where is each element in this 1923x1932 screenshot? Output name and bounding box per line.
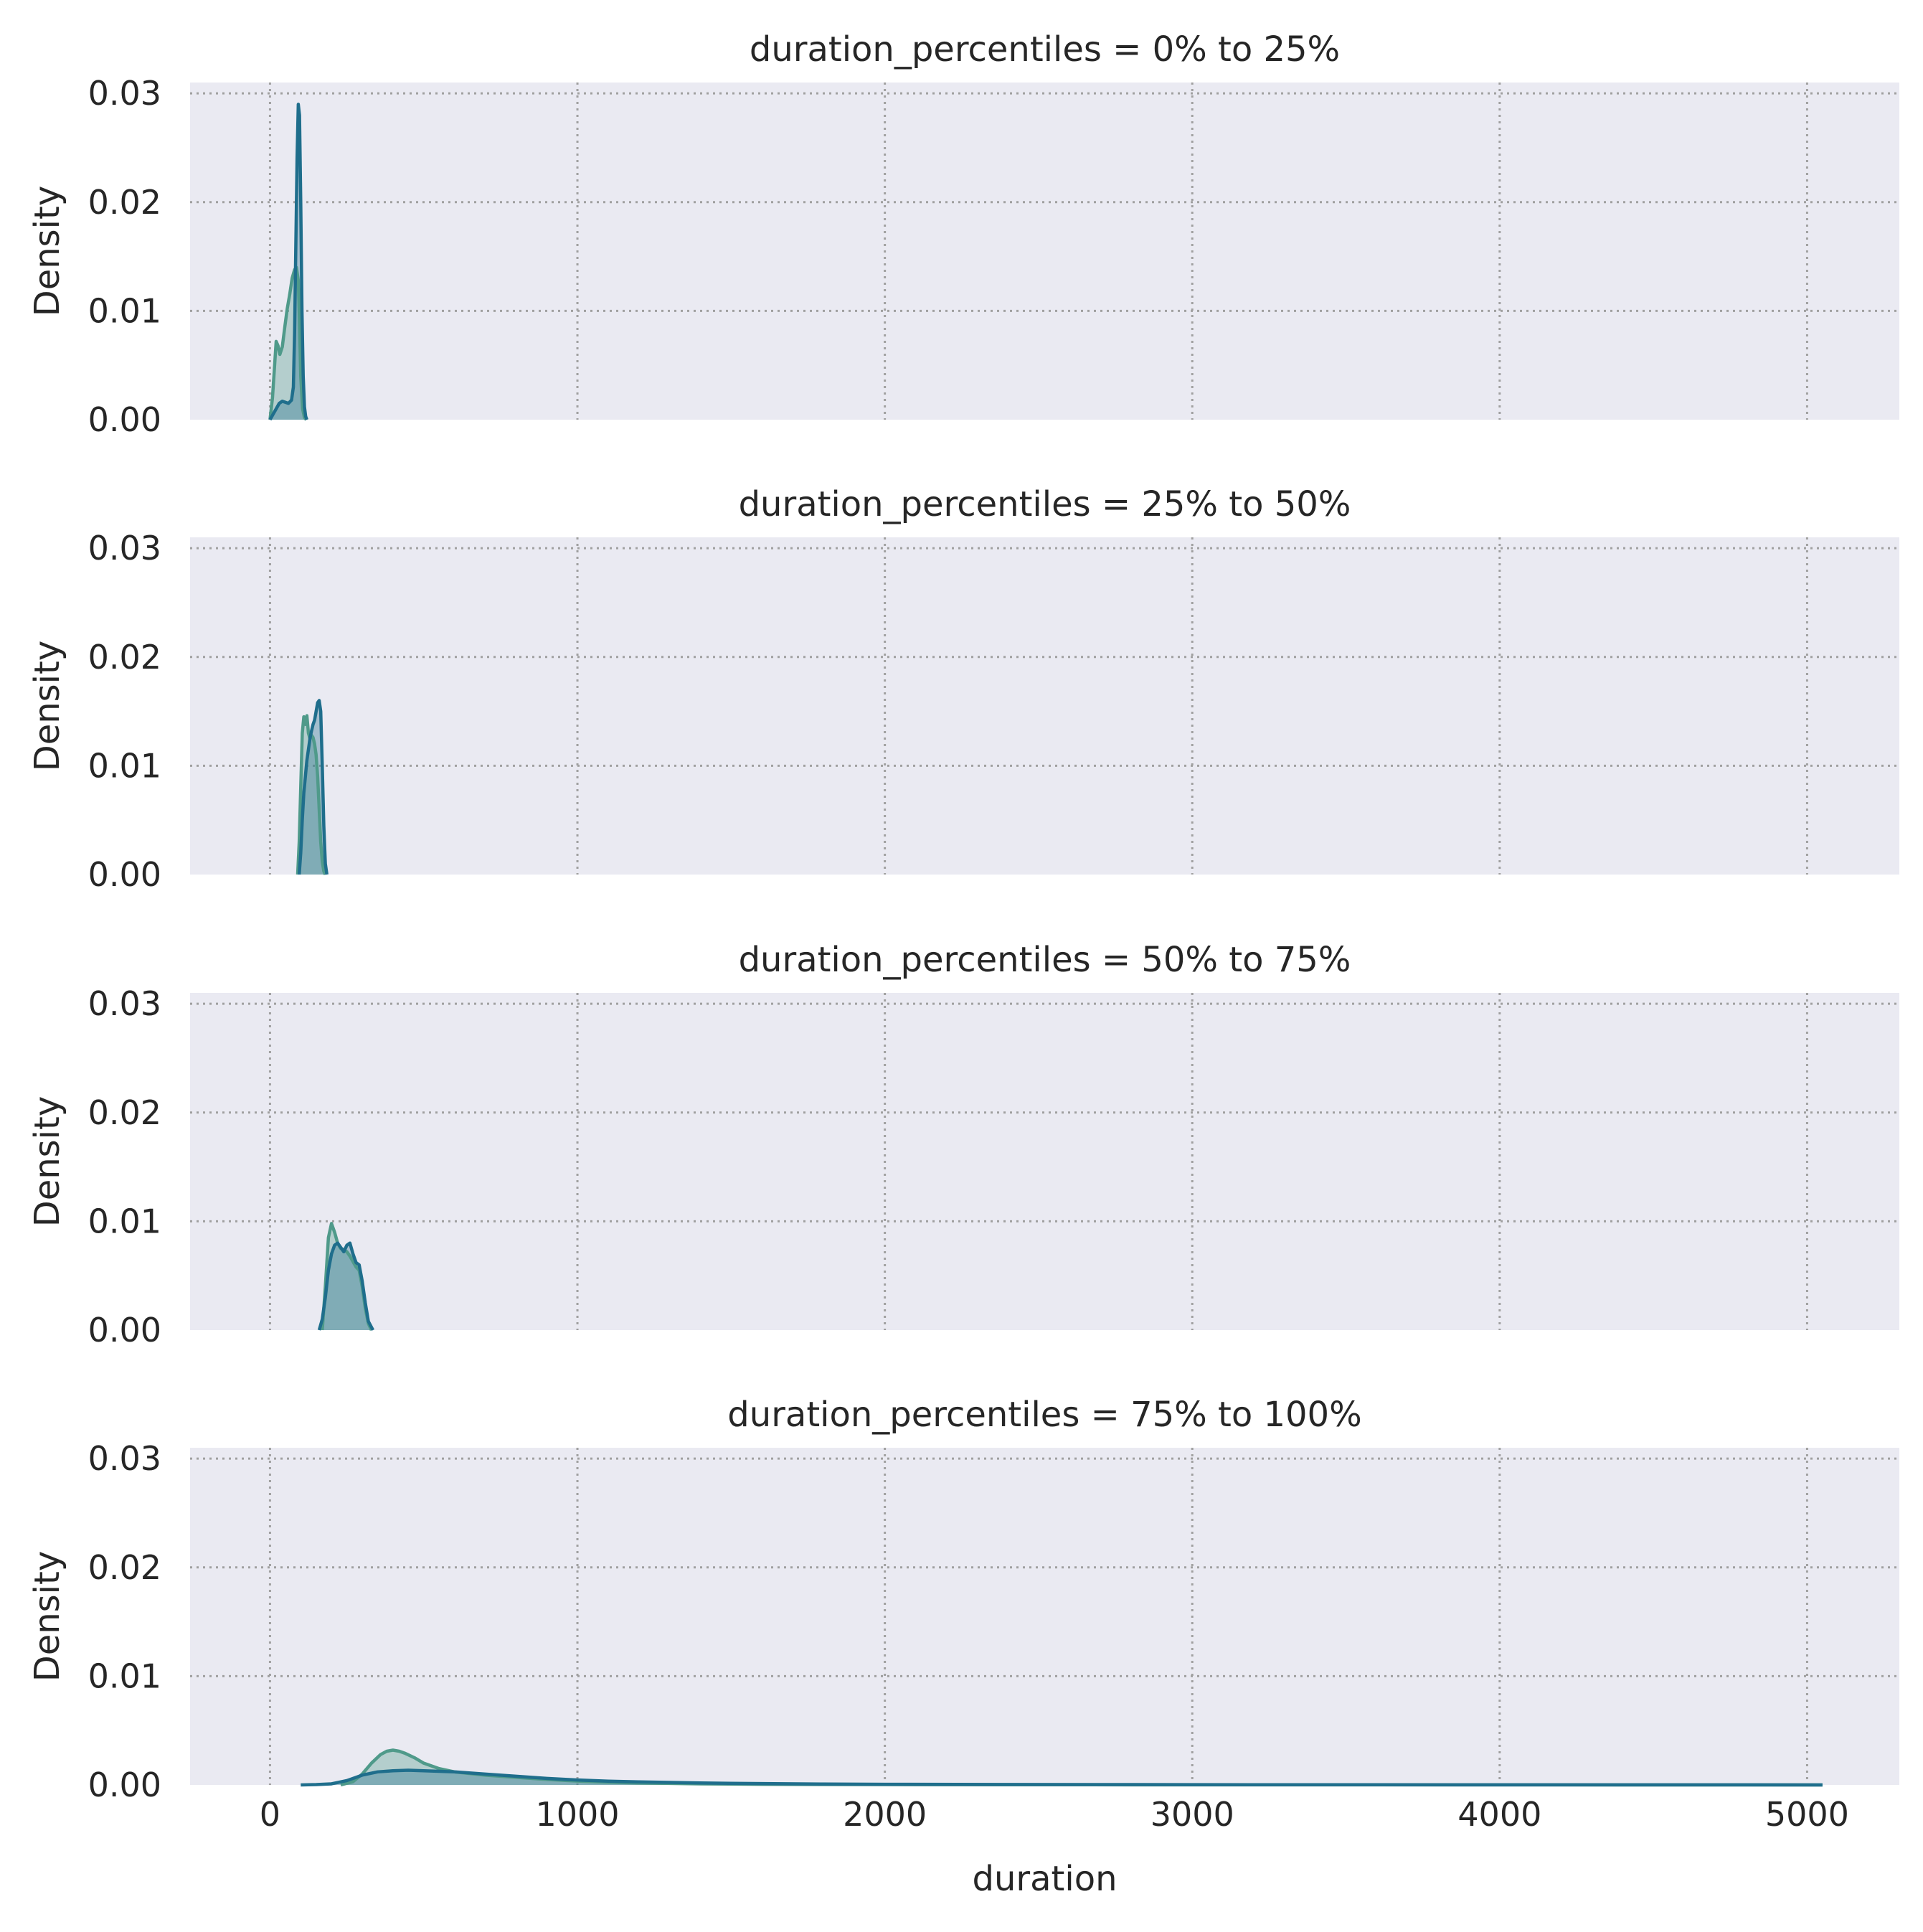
panel-title: duration_percentiles = 50% to 75% [739, 940, 1351, 980]
y-tick-label: 0.02 [88, 1093, 161, 1132]
x-tick-label: 4000 [1457, 1795, 1541, 1834]
kde-fill-series-2 [319, 1243, 374, 1330]
y-tick-label: 0.01 [88, 1657, 161, 1695]
y-tick-label: 0.02 [88, 183, 161, 222]
facet-panel-3: duration_percentiles = 50% to 75% 0.00 0.0… [27, 940, 1899, 1349]
y-tick-label: 0.02 [88, 1548, 161, 1587]
panel-title: duration_percentiles = 25% to 50% [739, 484, 1351, 524]
y-tick-label: 0.01 [88, 291, 161, 330]
plot-background [190, 537, 1899, 875]
x-tick-label: 2000 [843, 1795, 927, 1834]
y-tick-label: 0.03 [88, 1439, 161, 1478]
y-axis-label: Density [27, 186, 67, 316]
facet-panel-2: duration_percentiles = 25% to 50% 0.00 0.0… [27, 484, 1899, 894]
x-tick-label: 5000 [1765, 1795, 1849, 1834]
facet-panel-1: duration_percentiles = 0% to 25% 0.00 0.01… [27, 29, 1899, 439]
y-tick-label: 0.00 [88, 855, 161, 894]
kde-line-series-2 [301, 1768, 1823, 1787]
y-tick-label: 0.03 [88, 529, 161, 567]
kde-fill-series-1 [270, 267, 307, 420]
y-axis-label: Density [27, 1551, 67, 1682]
kde-fill-series-2 [301, 1770, 1823, 1785]
kde-line-series-2 [297, 699, 329, 875]
y-tick-label: 0.00 [88, 1766, 161, 1804]
x-axis-label: duration [973, 1859, 1118, 1899]
kde-line-series-2 [268, 103, 308, 421]
panel-title: duration_percentiles = 75% to 100% [727, 1395, 1361, 1435]
kde-fill-series-1 [341, 1750, 1823, 1785]
plot-background [190, 993, 1899, 1330]
panel-title: duration_percentiles = 0% to 25% [750, 29, 1340, 70]
y-tick-label: 0.03 [88, 74, 161, 113]
y-tick-label: 0.00 [88, 1311, 161, 1349]
plot-background [190, 83, 1899, 420]
x-tick-label: 3000 [1151, 1795, 1234, 1834]
facet-panel-4: duration_percentiles = 75% to 100% 0.00 0.… [27, 1395, 1899, 1804]
y-tick-label: 0.02 [88, 638, 161, 677]
kde-line-series-1 [268, 265, 308, 421]
x-tick-label: 0 [260, 1795, 280, 1834]
y-axis-label: Density [27, 641, 67, 771]
y-tick-label: 0.01 [88, 746, 161, 785]
y-tick-label: 0.00 [88, 400, 161, 439]
x-tick-label: 1000 [535, 1795, 619, 1834]
kde-fill-series-1 [322, 1223, 372, 1330]
y-tick-label: 0.03 [88, 984, 161, 1023]
y-tick-label: 0.01 [88, 1202, 161, 1240]
kde-line-series-2 [317, 1241, 375, 1332]
plot-background [190, 1448, 1899, 1785]
kde-fill-series-1 [298, 715, 326, 875]
y-axis-label: Density [27, 1096, 67, 1227]
